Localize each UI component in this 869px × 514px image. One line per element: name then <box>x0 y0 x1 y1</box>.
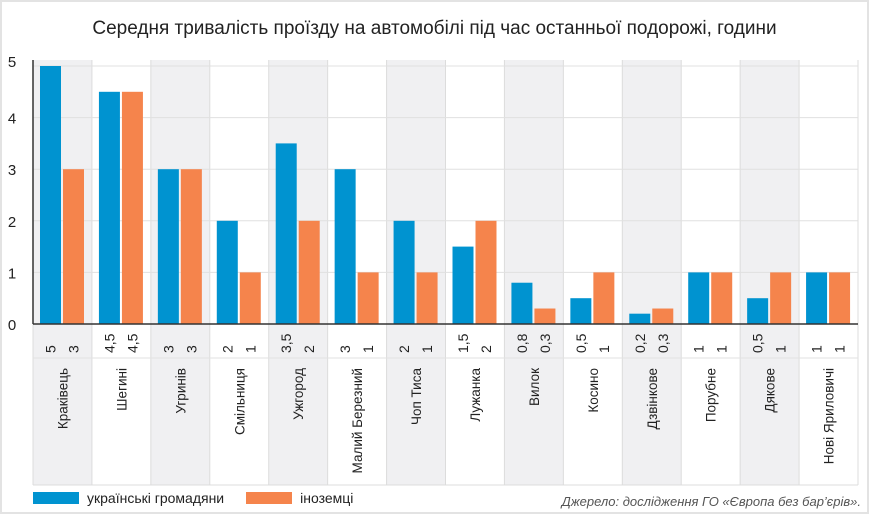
data-label: 3 <box>160 345 176 353</box>
y-tick-label: 1 <box>8 265 16 282</box>
data-label: 1 <box>809 345 825 353</box>
category-label: Косино <box>586 368 601 413</box>
legend-item-ukrainians: українські громадяни <box>33 490 224 506</box>
bar-ukrainians <box>393 220 415 324</box>
legend-swatch-orange <box>246 492 293 504</box>
category-label: Порубне <box>704 368 719 422</box>
bar-ukrainians <box>629 313 651 324</box>
legend-item-foreigners: іноземці <box>246 490 353 506</box>
data-label: 1 <box>419 345 435 353</box>
bar-ukrainians <box>157 169 179 324</box>
data-label: 1 <box>714 345 730 353</box>
category-label: Краківець <box>55 368 70 429</box>
legend-label: іноземці <box>300 490 354 506</box>
source-note: Джерело: дослідження ГО «Європа без бар’… <box>561 494 861 509</box>
data-label: 2 <box>478 345 494 353</box>
data-label: 2 <box>301 345 317 353</box>
bar-foreigners <box>652 308 674 324</box>
data-label: 4,5 <box>101 333 117 353</box>
category-label: Чоп Тиса <box>409 368 424 426</box>
bar-foreigners <box>829 272 851 324</box>
data-label: 1 <box>360 345 376 353</box>
category-label: Шегині <box>114 368 129 411</box>
bar-ukrainians <box>334 169 356 324</box>
bar-ukrainians <box>40 66 61 324</box>
bar-foreigners <box>593 272 615 324</box>
data-label: 1 <box>596 345 612 353</box>
data-label: 0,3 <box>537 333 553 353</box>
data-label: 0,5 <box>750 333 766 353</box>
legend: українські громадяни іноземці <box>33 490 375 506</box>
bar-foreigners <box>770 272 792 324</box>
bar-foreigners <box>711 272 733 324</box>
bar-foreigners <box>534 308 556 324</box>
data-label: 4,5 <box>124 333 140 353</box>
data-label: 0,2 <box>632 333 648 353</box>
chart-title: Середня тривалість проїзду на автомобілі… <box>92 18 777 39</box>
y-tick-label: 4 <box>8 111 16 128</box>
bar-ukrainians <box>275 143 297 324</box>
category-label: Дзвінкове <box>645 368 660 430</box>
data-label: 0,5 <box>573 333 589 353</box>
data-label: 5 <box>43 345 59 353</box>
category-label: Смільниця <box>232 368 247 435</box>
data-label: 3 <box>337 345 353 353</box>
data-label: 3 <box>183 345 199 353</box>
data-label: 1 <box>832 345 848 353</box>
data-label: 2 <box>396 345 412 353</box>
legend-swatch-blue <box>33 492 79 504</box>
bar-foreigners <box>180 169 202 324</box>
y-tick-label: 0 <box>8 317 16 334</box>
data-label: 3,5 <box>278 333 294 353</box>
bar-ukrainians <box>511 282 533 324</box>
bar-ukrainians <box>688 272 710 324</box>
bar-foreigners <box>357 272 379 324</box>
bar-foreigners <box>475 220 497 324</box>
bar-ukrainians <box>216 220 238 324</box>
bar-ukrainians <box>452 246 474 324</box>
data-label: 1,5 <box>455 333 471 353</box>
bar-foreigners <box>416 272 438 324</box>
category-label: Лужанка <box>468 368 483 422</box>
bar-ukrainians <box>570 298 592 324</box>
data-label: 1 <box>773 345 789 353</box>
data-label: 2 <box>219 345 235 353</box>
data-label: 0,8 <box>514 333 530 353</box>
y-tick-label: 3 <box>8 162 16 179</box>
y-tick-label: 2 <box>8 214 16 231</box>
y-tick-label: 5 <box>8 54 16 71</box>
bar-foreigners <box>298 220 320 324</box>
bar-foreigners <box>63 169 84 324</box>
category-label: Ужгород <box>291 368 306 420</box>
bar-ukrainians <box>747 298 769 324</box>
category-label: Дякове <box>763 368 778 413</box>
data-label: 3 <box>66 345 82 353</box>
bar-foreigners <box>239 272 261 324</box>
bar-foreigners <box>121 91 143 324</box>
data-label: 1 <box>691 345 707 353</box>
category-label: Вилок <box>527 368 542 406</box>
legend-label: українські громадяни <box>87 490 225 506</box>
data-label: 1 <box>242 345 258 353</box>
category-label: Малий Березний <box>350 368 365 473</box>
bar-ukrainians <box>806 272 828 324</box>
category-label: Угринів <box>173 368 188 414</box>
bar-ukrainians <box>98 91 120 324</box>
category-label: Нові Яриловичі <box>822 368 837 464</box>
data-label: 0,3 <box>655 333 671 353</box>
